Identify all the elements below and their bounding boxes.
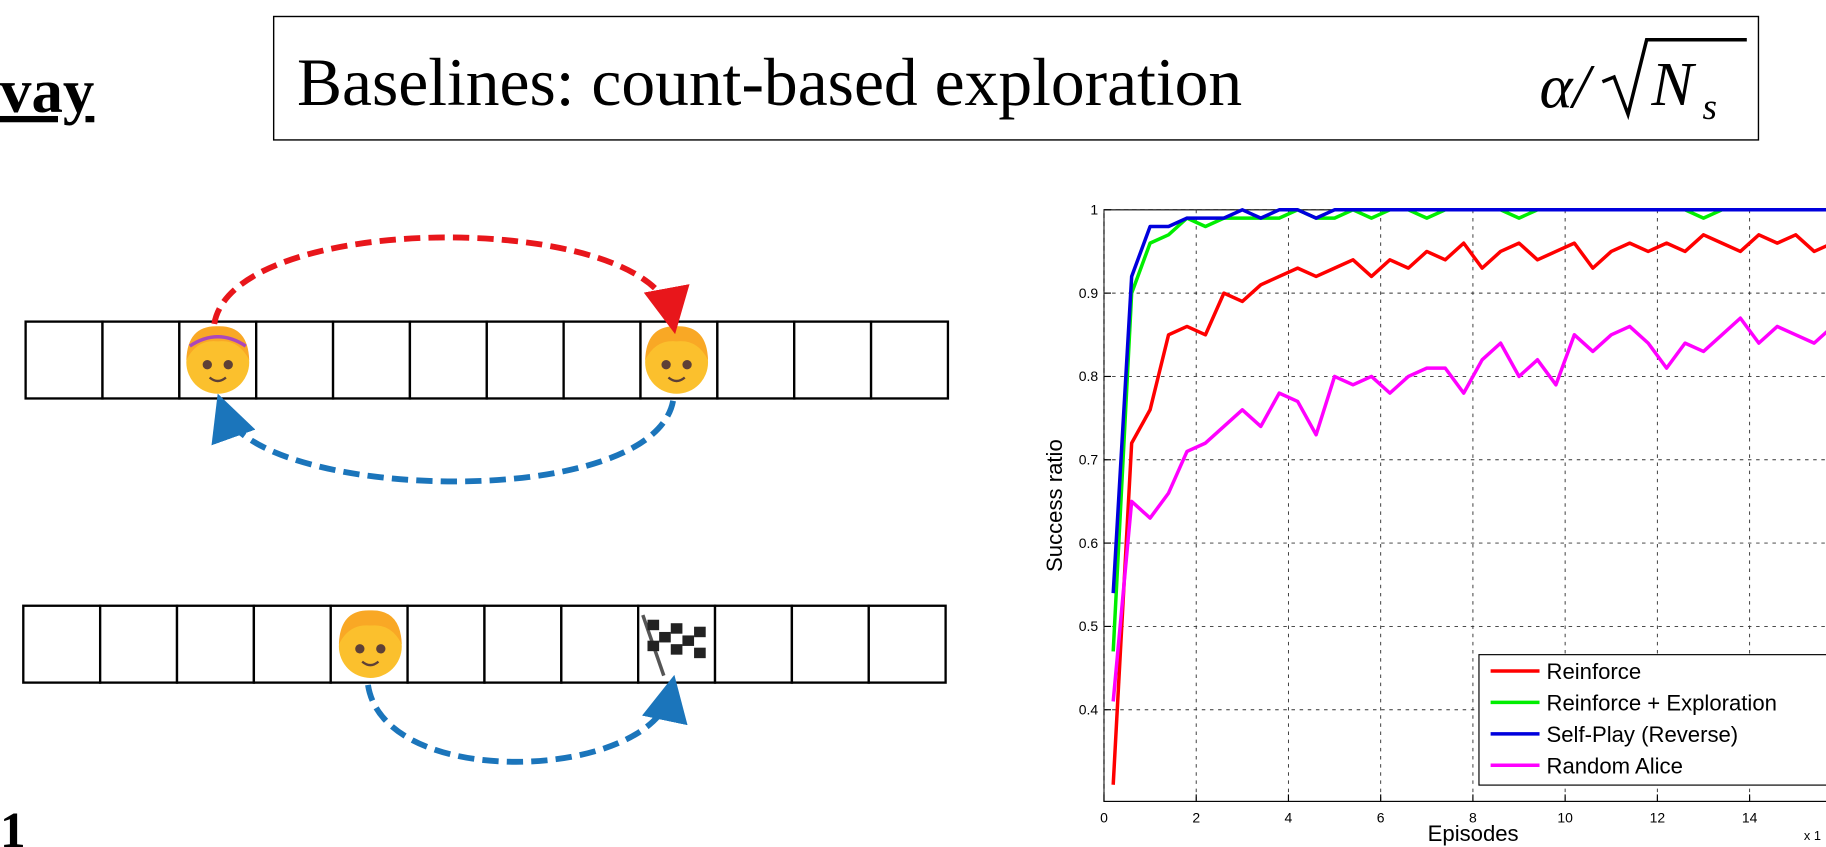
y-tick-label: 1 bbox=[1090, 201, 1098, 217]
cell bbox=[869, 606, 946, 683]
cell bbox=[487, 322, 564, 399]
cell bbox=[23, 606, 100, 683]
flag-check bbox=[647, 620, 659, 630]
eye bbox=[376, 644, 385, 653]
eye bbox=[224, 360, 233, 369]
x-tick-label: 6 bbox=[1377, 809, 1385, 825]
flag-check bbox=[659, 632, 671, 642]
eye bbox=[682, 360, 691, 369]
eye bbox=[355, 644, 364, 653]
cell bbox=[794, 322, 871, 399]
cell bbox=[102, 322, 179, 399]
eye bbox=[203, 360, 212, 369]
y-tick-label: 0.5 bbox=[1079, 618, 1099, 634]
formula-subscript: s bbox=[1703, 87, 1718, 128]
y-tick-label: 0.9 bbox=[1079, 285, 1099, 301]
cell bbox=[564, 322, 641, 399]
slide-title-fragment: vay bbox=[0, 56, 94, 126]
y-tick-label: 0.8 bbox=[1079, 368, 1099, 384]
y-tick-label: 0.4 bbox=[1079, 701, 1099, 717]
x-tick-label: 2 bbox=[1192, 809, 1200, 825]
cell bbox=[256, 322, 333, 399]
flag-check bbox=[694, 648, 706, 658]
cell bbox=[100, 606, 177, 683]
cell bbox=[717, 322, 794, 399]
x-multiplier: x 1 bbox=[1804, 828, 1821, 843]
eye bbox=[661, 360, 670, 369]
x-tick-label: 0 bbox=[1100, 809, 1108, 825]
x-tick-label: 10 bbox=[1557, 809, 1573, 825]
flag-check bbox=[671, 623, 683, 633]
diagram bbox=[23, 237, 948, 761]
cell bbox=[408, 606, 485, 683]
cell bbox=[871, 322, 948, 399]
y-tick-label: 0.6 bbox=[1079, 535, 1099, 551]
y-axis-label: Success ratio bbox=[1042, 439, 1067, 572]
flag-check bbox=[671, 644, 683, 654]
x-axis-label: Episodes bbox=[1428, 821, 1519, 846]
arrow-blue bbox=[224, 401, 674, 482]
x-tick-label: 12 bbox=[1650, 809, 1666, 825]
cell bbox=[792, 606, 869, 683]
flag-check bbox=[647, 641, 659, 651]
page-number: 1 bbox=[0, 802, 26, 847]
arrow-blue bbox=[368, 685, 671, 762]
flag-check bbox=[694, 627, 706, 637]
legend-label: Reinforce bbox=[1547, 659, 1642, 684]
cell bbox=[177, 606, 254, 683]
cell bbox=[715, 606, 792, 683]
cell bbox=[333, 322, 410, 399]
x-tick-label: 4 bbox=[1285, 809, 1293, 825]
legend-label: Random Alice bbox=[1547, 753, 1683, 778]
arrow-red bbox=[214, 237, 672, 323]
formula-radicand: N bbox=[1650, 49, 1696, 119]
cell bbox=[561, 606, 638, 683]
x-tick-label: 14 bbox=[1742, 809, 1758, 825]
formula-lead: α/ bbox=[1540, 51, 1596, 121]
slide: vay Baselines: count-based exploration α… bbox=[0, 0, 1826, 847]
y-tick-label: 0.7 bbox=[1079, 451, 1099, 467]
cell bbox=[484, 606, 561, 683]
cell bbox=[26, 322, 103, 399]
legend-label: Self-Play (Reverse) bbox=[1547, 722, 1739, 747]
legend-label: Reinforce + Exploration bbox=[1547, 691, 1777, 716]
cell bbox=[254, 606, 331, 683]
cell bbox=[410, 322, 487, 399]
flag-check bbox=[682, 635, 694, 645]
title-text: Baselines: count-based exploration bbox=[297, 45, 1242, 120]
